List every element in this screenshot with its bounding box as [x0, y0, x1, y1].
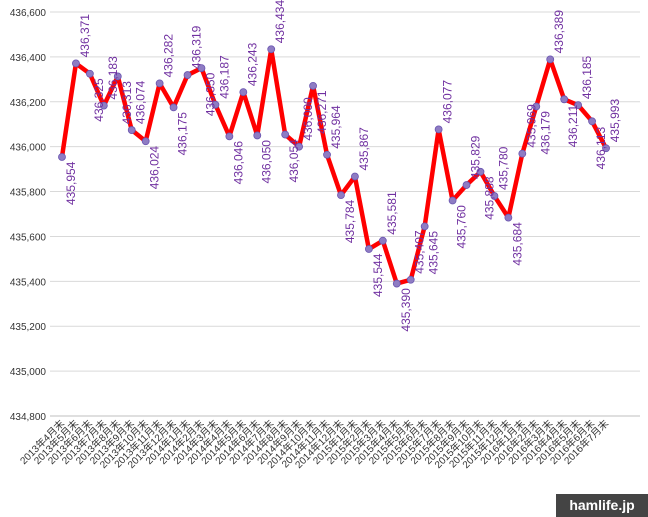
point — [337, 191, 345, 200]
point — [560, 95, 569, 104]
value-label: 435,684 — [510, 222, 524, 266]
value-label: 436,074 — [134, 80, 148, 124]
value-label: 435,867 — [357, 127, 371, 171]
value-label: 435,829 — [469, 135, 483, 179]
value-label: 436,434 — [273, 0, 287, 43]
series-line — [59, 47, 609, 286]
value-label: 435,544 — [371, 253, 385, 297]
point — [225, 132, 234, 141]
point — [155, 79, 164, 88]
watermark-text: hamlife.jp — [569, 497, 634, 513]
value-label: 436,046 — [231, 141, 245, 185]
value-label: 436,319 — [190, 25, 204, 69]
point — [476, 167, 485, 176]
point — [504, 213, 513, 222]
point — [546, 55, 555, 64]
value-label: 436,185 — [580, 55, 594, 99]
point — [434, 125, 443, 134]
point — [490, 192, 499, 200]
y-tick-label: 436,200 — [10, 98, 47, 109]
point — [602, 144, 610, 153]
value-label: 435,964 — [329, 105, 343, 149]
value-label: 435,993 — [608, 99, 622, 143]
point — [99, 101, 108, 110]
value-label: 436,054 — [287, 139, 301, 183]
value-label: 435,581 — [385, 191, 399, 235]
value-label: 435,645 — [427, 231, 441, 275]
value-label: 436,183 — [106, 56, 120, 100]
value-label: 436,389 — [552, 10, 566, 54]
point — [211, 100, 220, 109]
point — [532, 102, 541, 111]
value-label: 435,760 — [455, 205, 469, 249]
point — [518, 149, 527, 158]
value-label: 436,350 — [203, 72, 217, 116]
value-label: 435,784 — [343, 199, 357, 243]
y-tick-label: 436,400 — [10, 53, 47, 64]
value-label: 435,888 — [482, 176, 496, 220]
value-label: 436,243 — [245, 42, 259, 86]
value-label: 436,179 — [538, 111, 552, 155]
point — [309, 81, 317, 90]
value-label: 436,313 — [120, 81, 134, 125]
point — [420, 222, 429, 231]
value-label: 435,969 — [524, 104, 538, 148]
value-label: 436,371 — [78, 14, 92, 58]
point — [72, 59, 80, 68]
point — [588, 117, 596, 126]
point — [141, 137, 150, 146]
point — [127, 126, 136, 134]
point — [267, 45, 276, 54]
y-tick-label: 435,800 — [10, 188, 47, 199]
y-tick-label: 435,200 — [10, 322, 47, 333]
point — [295, 142, 304, 151]
value-label: 435,390 — [399, 288, 413, 332]
value-label: 436,050 — [259, 140, 273, 184]
point — [406, 275, 415, 284]
value-label: 436,175 — [176, 112, 190, 156]
point — [113, 72, 122, 81]
value-label: 436,187 — [217, 55, 231, 99]
point — [364, 245, 373, 253]
value-label: 436,000 — [301, 97, 315, 141]
point — [183, 71, 192, 79]
value-label: 435,407 — [413, 230, 427, 274]
point — [448, 196, 457, 205]
y-tick-label: 434,800 — [10, 412, 47, 423]
y-tick-label: 435,600 — [10, 232, 47, 243]
point — [462, 181, 471, 189]
value-label: 436,211 — [566, 104, 580, 147]
value-label: 436,271 — [315, 90, 329, 134]
point — [323, 150, 331, 159]
point — [169, 103, 178, 112]
point — [281, 130, 290, 139]
value-label: 436,077 — [441, 80, 455, 124]
point — [197, 64, 206, 73]
point — [85, 69, 94, 78]
value-label: 436,024 — [148, 146, 162, 190]
value-label: 435,954 — [64, 161, 78, 205]
y-tick-label: 436,000 — [10, 143, 47, 154]
watermark: hamlife.jp — [556, 494, 648, 517]
point — [574, 101, 583, 110]
point — [253, 131, 262, 140]
y-tick-label: 436,600 — [10, 8, 47, 19]
value-label: 436,282 — [162, 34, 176, 78]
point — [351, 172, 359, 181]
point — [392, 279, 401, 288]
point — [378, 236, 387, 245]
point — [239, 88, 248, 97]
value-label: 435,780 — [496, 146, 510, 190]
watermark-box — [556, 494, 648, 517]
y-tick-label: 435,400 — [10, 277, 47, 288]
y-tick-label: 435,000 — [10, 367, 47, 378]
point — [58, 153, 66, 161]
value-label: 436,325 — [92, 78, 106, 122]
value-label: 436,113 — [594, 126, 608, 169]
